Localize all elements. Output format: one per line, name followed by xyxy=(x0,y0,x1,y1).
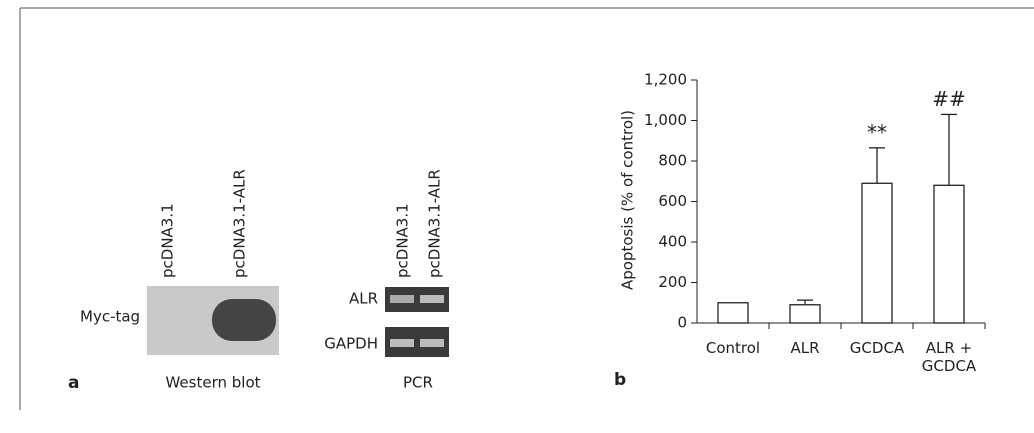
figure: pcDNA3.1 pcDNA3.1-ALR Myc-tag a Western … xyxy=(0,0,1034,433)
x-tick-label: ALR xyxy=(770,339,840,357)
row-label: ALR xyxy=(349,290,378,308)
caption: PCR xyxy=(403,374,433,392)
y-tick-label: 200 xyxy=(658,273,687,291)
row-label: Myc-tag xyxy=(80,308,140,326)
annotation: ## xyxy=(932,87,966,111)
annotation: ** xyxy=(867,120,887,144)
panel-label: b xyxy=(614,370,626,390)
x-tick-label: GCDCA xyxy=(842,339,912,357)
lane-label: pcDNA3.1-ALR xyxy=(426,169,444,278)
lane-label: pcDNA3.1 xyxy=(394,203,412,278)
band xyxy=(390,295,414,303)
y-tick-label: 400 xyxy=(658,233,687,251)
panel-label: a xyxy=(68,373,79,393)
band xyxy=(420,339,444,347)
bar xyxy=(862,183,892,323)
x-tick-label: Control xyxy=(698,339,768,357)
caption: Western blot xyxy=(165,374,260,392)
y-tick-label: 0 xyxy=(677,314,687,332)
bar xyxy=(934,185,964,323)
band xyxy=(212,299,276,341)
y-tick-label: 600 xyxy=(658,192,687,210)
band xyxy=(390,339,414,347)
row-label: GAPDH xyxy=(324,335,378,353)
y-tick-label: 800 xyxy=(658,152,687,170)
band xyxy=(420,295,444,303)
y-tick-label: 1,200 xyxy=(644,71,687,89)
canvas: pcDNA3.1 pcDNA3.1-ALR Myc-tag a Western … xyxy=(0,0,1034,433)
bar xyxy=(718,303,748,323)
lane-label: pcDNA3.1-ALR xyxy=(231,169,249,278)
x-tick-label: ALR + GCDCA xyxy=(919,339,979,375)
bar xyxy=(790,305,820,323)
y-axis-title: Apoptosis (% of control) xyxy=(619,110,637,290)
y-tick-label: 1,000 xyxy=(644,111,687,129)
lane-label: pcDNA3.1 xyxy=(159,203,177,278)
